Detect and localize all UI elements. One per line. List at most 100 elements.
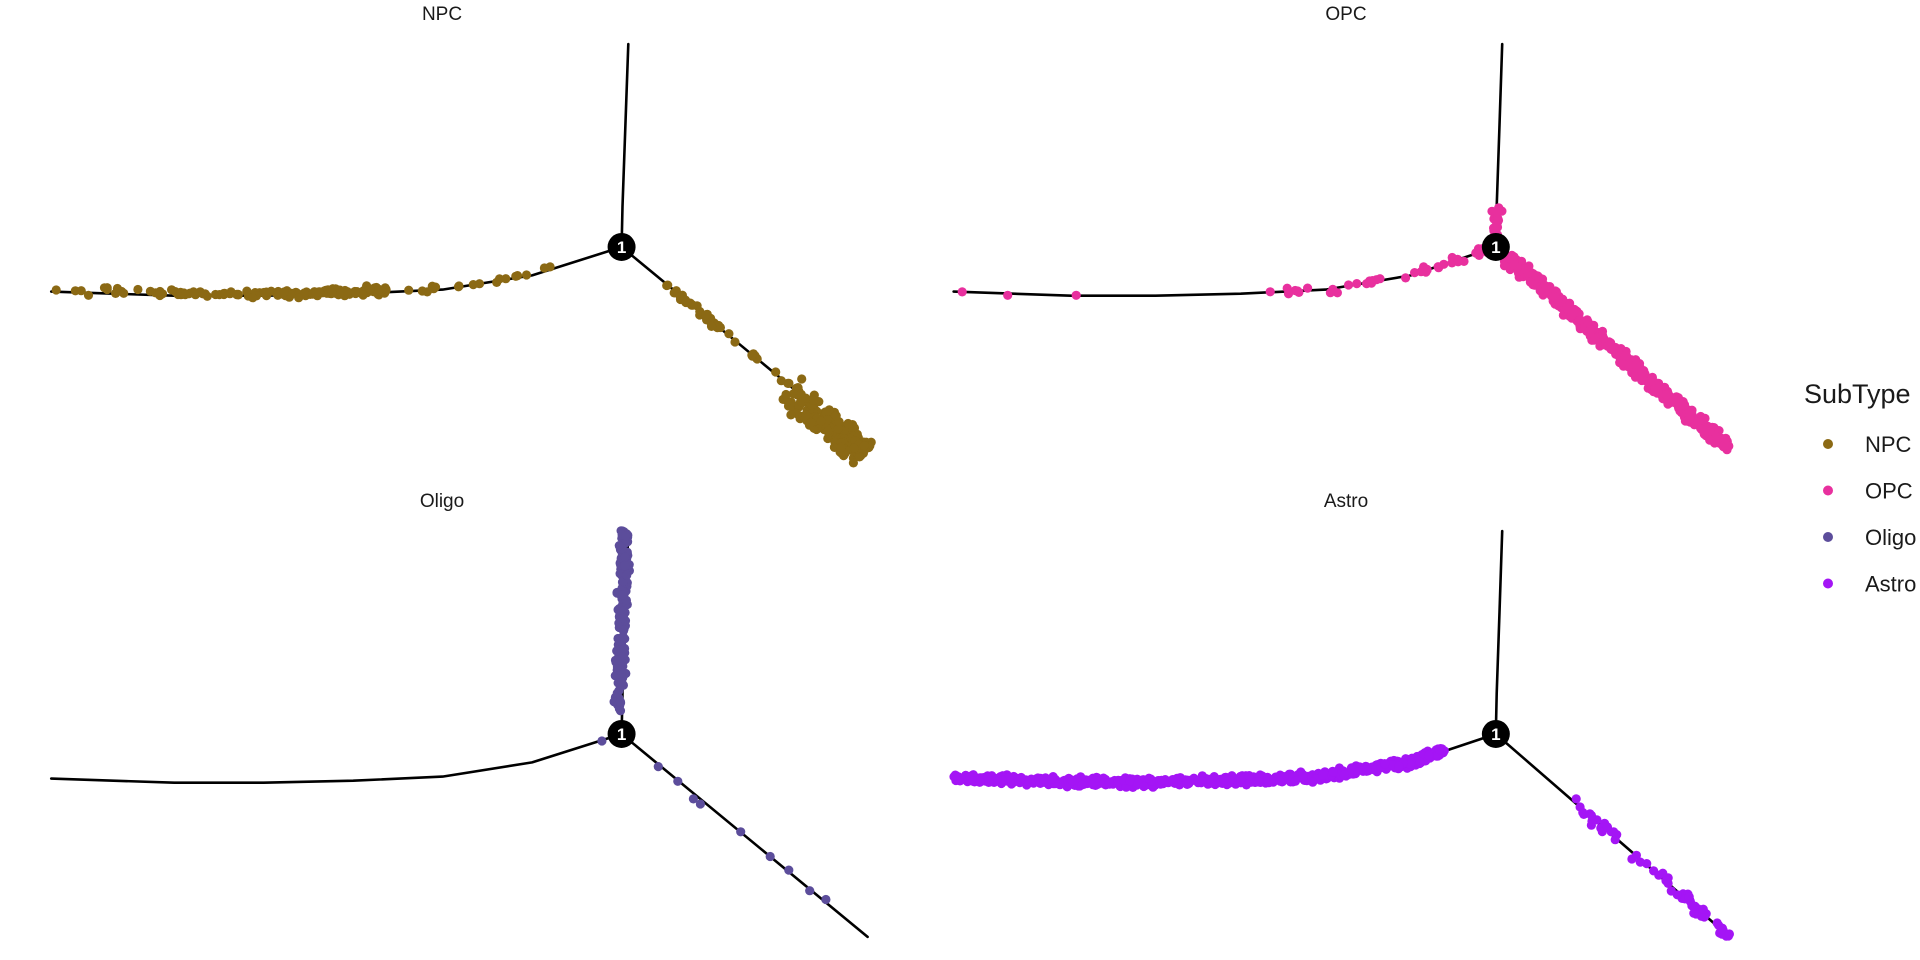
cell-point	[242, 286, 252, 296]
cell-point	[618, 613, 628, 623]
facet-title: Oligo	[420, 491, 464, 512]
cell-point	[786, 410, 796, 420]
cell-point	[1598, 330, 1608, 340]
cell-point	[1318, 770, 1328, 780]
facet-panel-npc: NPC 1	[49, 4, 876, 468]
cell-point	[1415, 757, 1425, 767]
cell-point	[1016, 772, 1026, 783]
cell-point	[620, 643, 630, 654]
cell-point	[1533, 271, 1543, 281]
cell-point	[1332, 288, 1342, 298]
branch-point-marker	[607, 232, 636, 261]
cell-point	[1139, 781, 1149, 792]
cell-point	[1182, 779, 1192, 789]
cell-point	[615, 697, 626, 707]
facet-panel-astro: Astro 1	[949, 491, 1734, 941]
cell-point	[1541, 282, 1551, 292]
cell-point	[1067, 776, 1077, 786]
branch-point-label: 1	[1491, 238, 1500, 257]
cell-point	[806, 418, 816, 428]
cell-point	[259, 287, 269, 298]
cell-point	[1566, 310, 1577, 321]
cell-point	[1684, 892, 1694, 902]
cell-point	[816, 416, 826, 426]
cell-point	[1236, 774, 1246, 784]
cell-point	[1637, 367, 1647, 377]
cell-point	[1689, 908, 1699, 918]
cell-point	[521, 270, 532, 280]
cell-point	[618, 631, 628, 642]
cell-point	[620, 552, 630, 562]
legend-label: Oligo	[1865, 525, 1916, 550]
cell-point	[823, 426, 833, 436]
cell-point	[1405, 759, 1415, 769]
cell-point	[859, 441, 870, 451]
cell-points-oligo	[597, 526, 831, 905]
cell-point	[1699, 912, 1709, 922]
cell-point	[294, 293, 304, 303]
cell-point	[1339, 770, 1349, 780]
cell-point	[1499, 261, 1510, 271]
cell-point	[805, 886, 815, 896]
cell-point	[1362, 765, 1372, 775]
cell-point	[1525, 277, 1535, 287]
cell-point	[1631, 850, 1641, 860]
cell-point	[982, 772, 992, 783]
branch-point-label: 1	[617, 725, 626, 744]
cell-point	[342, 287, 353, 297]
cell-point	[1290, 776, 1300, 786]
cell-point	[155, 286, 165, 297]
cell-point	[1275, 776, 1285, 786]
cell-point	[747, 350, 757, 360]
legend-key	[1823, 485, 1833, 496]
cell-point	[1690, 901, 1700, 911]
legend-item-opc: OPC	[1823, 479, 1913, 504]
cell-point	[1724, 929, 1734, 939]
cell-point	[1679, 400, 1689, 410]
cell-point	[1608, 344, 1618, 354]
cell-point	[1693, 417, 1703, 427]
cell-point	[1303, 283, 1313, 293]
cell-point	[1711, 432, 1721, 442]
cell-point	[180, 290, 190, 300]
cell-point	[801, 410, 811, 420]
legend-key	[1823, 532, 1833, 542]
cell-points-astro	[949, 744, 1734, 941]
cell-point	[1328, 767, 1338, 777]
cell-point	[1647, 372, 1657, 382]
cell-point	[494, 274, 505, 284]
cell-point	[1394, 761, 1404, 771]
cell-point	[1631, 359, 1641, 369]
cell-points-npc	[51, 262, 876, 468]
cell-point	[681, 297, 691, 308]
cell-point	[83, 290, 94, 300]
trajectory-branch-left	[49, 732, 623, 784]
cell-point	[1585, 325, 1595, 335]
cell-point	[830, 442, 840, 452]
cell-point	[1424, 750, 1434, 761]
cell-point	[1077, 780, 1087, 790]
cell-point	[133, 284, 143, 295]
cell-point	[1586, 810, 1597, 821]
cell-point	[730, 337, 740, 347]
cell-point	[1039, 777, 1049, 787]
cell-point	[1219, 775, 1229, 785]
branch-point-label: 1	[617, 238, 626, 257]
cell-point	[1663, 878, 1673, 889]
cell-point	[612, 655, 622, 665]
cell-point	[765, 851, 775, 862]
cell-point	[622, 570, 632, 581]
cell-point	[358, 290, 368, 300]
facet-panel-opc: OPC 1	[952, 4, 1734, 455]
cell-point	[849, 443, 859, 453]
cell-point	[621, 531, 631, 541]
cell-point	[1521, 264, 1531, 274]
cell-point	[188, 287, 199, 297]
cell-point	[706, 321, 717, 331]
cell-point	[167, 285, 177, 295]
branch-point-marker	[607, 719, 636, 748]
legend-label: OPC	[1865, 479, 1913, 504]
cell-point	[232, 289, 242, 299]
cell-point	[771, 367, 781, 377]
cell-point	[51, 285, 61, 295]
